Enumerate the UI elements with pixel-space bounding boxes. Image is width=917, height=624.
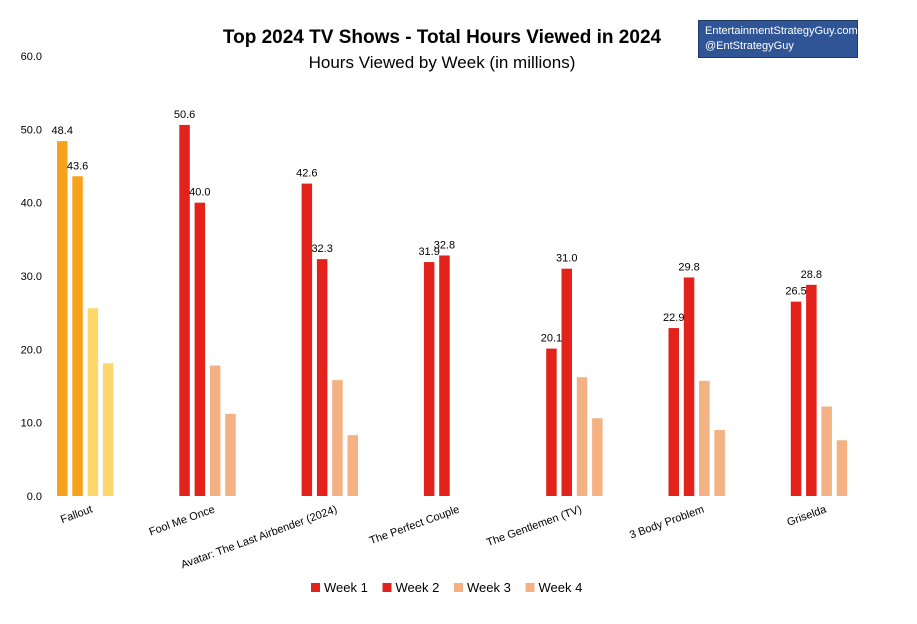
bar <box>546 348 557 496</box>
bar <box>194 202 206 496</box>
bar <box>87 308 99 496</box>
data-label: 48.4 <box>52 125 73 137</box>
x-tick-label: Fool Me Once <box>147 504 216 539</box>
legend-label: Week 4 <box>539 580 583 595</box>
x-tick-label: 3 Body Problem <box>628 504 706 542</box>
y-tick-label: 0.0 <box>27 491 42 503</box>
bar <box>209 365 221 496</box>
bar <box>668 328 679 496</box>
bar <box>714 430 725 496</box>
legend-label: Week 2 <box>396 580 440 595</box>
x-tick-label: Fallout <box>59 504 94 527</box>
legend-label: Week 1 <box>324 580 368 595</box>
y-tick-label: 10.0 <box>21 418 42 430</box>
y-tick-label: 20.0 <box>21 344 42 356</box>
data-label: 22.9 <box>663 312 684 324</box>
y-tick-label: 40.0 <box>21 198 42 210</box>
x-tick-label: Griselda <box>785 503 828 529</box>
data-label: 29.8 <box>678 261 699 273</box>
chart-subtitle: Hours Viewed by Week (in millions) <box>309 53 576 72</box>
legend-label: Week 3 <box>467 580 511 595</box>
bar <box>592 418 603 496</box>
y-tick-label: 60.0 <box>21 51 42 63</box>
legend-swatch <box>525 583 535 592</box>
bar <box>301 183 313 496</box>
bar <box>439 255 450 496</box>
x-tick-label: The Perfect Couple <box>368 504 461 548</box>
bar <box>179 124 190 496</box>
brand-website: EntertainmentStrategyGuy.com <box>705 25 858 37</box>
legend-swatch <box>382 583 392 592</box>
bar <box>821 406 832 496</box>
data-label: 28.8 <box>801 269 822 281</box>
data-label: 26.5 <box>785 286 806 298</box>
data-label: 43.6 <box>67 160 88 172</box>
bar <box>102 363 114 496</box>
data-label: 50.6 <box>174 109 195 121</box>
bar <box>423 262 435 496</box>
bar <box>72 176 83 496</box>
y-tick-label: 50.0 <box>21 124 42 136</box>
brand-handle: @EntStrategyGuy <box>705 40 794 52</box>
data-label: 31.0 <box>556 253 577 265</box>
x-tick-label: The Gentlemen (TV) <box>485 504 583 550</box>
y-tick-label: 30.0 <box>21 271 42 283</box>
legend: Week 1 Week 2 Week 3 Week 4 <box>311 580 582 595</box>
y-axis: 0.0 10.0 20.0 30.0 40.0 50.0 60.0 <box>21 51 42 503</box>
bar <box>316 259 328 496</box>
bar <box>699 380 710 496</box>
bar <box>347 435 358 496</box>
bar <box>790 301 802 496</box>
bar <box>332 380 343 496</box>
chart-title: Top 2024 TV Shows - Total Hours Viewed i… <box>223 27 662 48</box>
brand-box: EntertainmentStrategyGuy.com @EntStrateg… <box>698 20 858 58</box>
legend-swatch <box>454 583 463 592</box>
data-label: 31.9 <box>418 246 439 258</box>
data-label: 32.8 <box>434 239 455 251</box>
bar <box>561 268 572 496</box>
bar <box>836 440 848 496</box>
bar <box>576 377 588 496</box>
data-label: 32.3 <box>311 243 332 255</box>
data-label: 20.1 <box>541 333 562 345</box>
data-labels: 48.4 43.6 50.6 40.0 42.6 32.3 31.932.8 20.1 31.0… <box>52 109 823 345</box>
data-label: 40.0 <box>189 187 210 199</box>
bar <box>57 141 68 497</box>
data-label: 42.6 <box>296 168 317 180</box>
bar <box>806 284 817 496</box>
legend-swatch <box>311 583 320 592</box>
bar <box>225 413 236 496</box>
bar <box>683 277 695 496</box>
bars <box>57 124 848 497</box>
